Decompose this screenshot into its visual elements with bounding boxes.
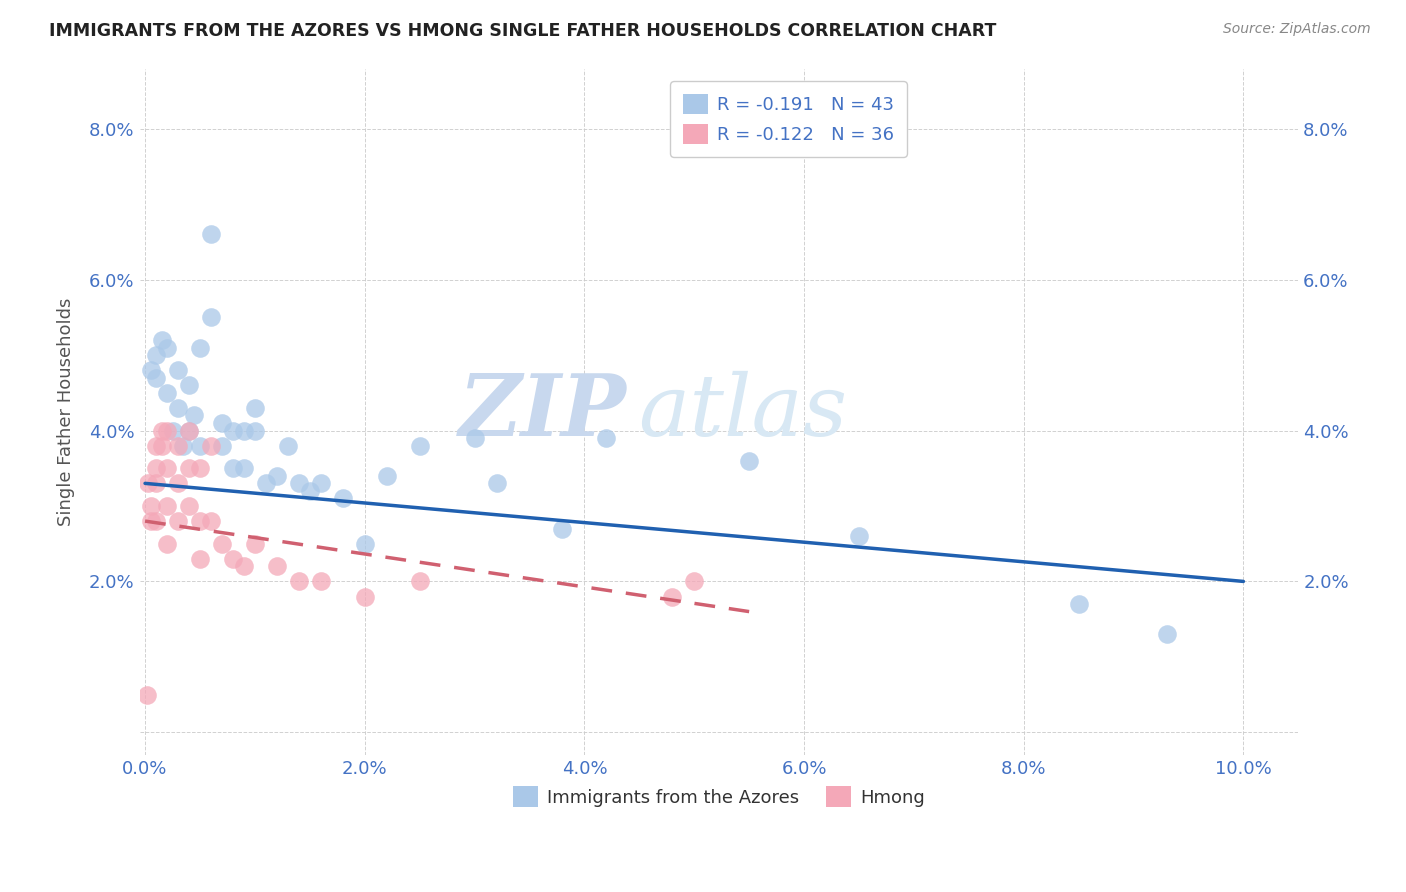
- Point: [288, 476, 311, 491]
- Point: [188, 341, 211, 355]
- Point: [232, 461, 254, 475]
- Point: [222, 461, 245, 475]
- Point: [167, 363, 190, 377]
- Point: [254, 476, 277, 491]
- Point: [145, 514, 167, 528]
- Point: [167, 476, 190, 491]
- Point: [222, 551, 245, 566]
- Point: [150, 333, 173, 347]
- Point: [243, 401, 266, 415]
- Point: [156, 499, 179, 513]
- Point: [222, 424, 245, 438]
- Point: [298, 483, 321, 498]
- Text: atlas: atlas: [638, 370, 846, 453]
- Point: [188, 514, 211, 528]
- Text: Source: ZipAtlas.com: Source: ZipAtlas.com: [1223, 22, 1371, 37]
- Point: [683, 574, 706, 589]
- Point: [375, 468, 398, 483]
- Point: [145, 461, 167, 475]
- Point: [145, 348, 167, 362]
- Point: [167, 439, 190, 453]
- Point: [595, 431, 617, 445]
- Point: [136, 688, 159, 702]
- Point: [485, 476, 508, 491]
- Point: [408, 439, 430, 453]
- Point: [139, 514, 162, 528]
- Point: [266, 559, 288, 574]
- Point: [156, 424, 179, 438]
- Point: [167, 401, 190, 415]
- Point: [200, 514, 222, 528]
- Point: [551, 522, 574, 536]
- Point: [464, 431, 486, 445]
- Point: [139, 363, 162, 377]
- Legend: Immigrants from the Azores, Hmong: Immigrants from the Azores, Hmong: [505, 780, 932, 814]
- Point: [211, 537, 233, 551]
- Point: [150, 424, 173, 438]
- Point: [177, 424, 200, 438]
- Point: [156, 537, 179, 551]
- Point: [288, 574, 311, 589]
- Point: [139, 499, 162, 513]
- Point: [177, 378, 200, 392]
- Point: [353, 590, 375, 604]
- Point: [200, 439, 222, 453]
- Point: [156, 461, 179, 475]
- Point: [188, 461, 211, 475]
- Text: ZIP: ZIP: [458, 370, 626, 453]
- Point: [211, 416, 233, 430]
- Point: [183, 409, 205, 423]
- Point: [173, 439, 195, 453]
- Point: [177, 424, 200, 438]
- Point: [1156, 627, 1178, 641]
- Point: [243, 537, 266, 551]
- Point: [150, 439, 173, 453]
- Point: [408, 574, 430, 589]
- Point: [156, 385, 179, 400]
- Point: [266, 468, 288, 483]
- Point: [177, 461, 200, 475]
- Point: [309, 476, 332, 491]
- Point: [211, 439, 233, 453]
- Point: [200, 310, 222, 325]
- Point: [156, 341, 179, 355]
- Point: [661, 590, 683, 604]
- Point: [162, 424, 184, 438]
- Point: [188, 439, 211, 453]
- Point: [332, 491, 354, 506]
- Point: [232, 559, 254, 574]
- Point: [353, 537, 375, 551]
- Point: [848, 529, 870, 543]
- Point: [232, 424, 254, 438]
- Point: [738, 454, 761, 468]
- Point: [1067, 597, 1090, 611]
- Point: [177, 499, 200, 513]
- Point: [167, 514, 190, 528]
- Text: IMMIGRANTS FROM THE AZORES VS HMONG SINGLE FATHER HOUSEHOLDS CORRELATION CHART: IMMIGRANTS FROM THE AZORES VS HMONG SING…: [49, 22, 997, 40]
- Point: [243, 424, 266, 438]
- Point: [200, 227, 222, 242]
- Point: [138, 476, 160, 491]
- Point: [309, 574, 332, 589]
- Point: [145, 439, 167, 453]
- Point: [145, 371, 167, 385]
- Point: [188, 551, 211, 566]
- Point: [277, 439, 299, 453]
- Y-axis label: Single Father Households: Single Father Households: [58, 298, 75, 526]
- Point: [145, 476, 167, 491]
